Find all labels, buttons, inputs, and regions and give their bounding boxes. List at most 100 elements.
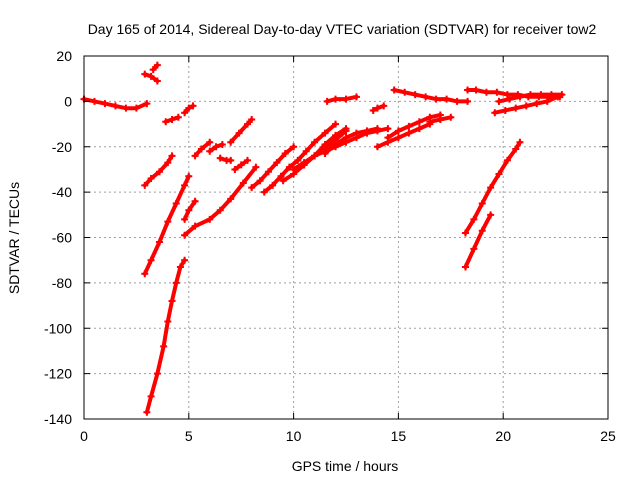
data-point [285, 163, 293, 171]
data-point [185, 206, 193, 214]
y-axis-label: SDTVAR / TECUs [6, 182, 22, 294]
data-point [482, 88, 490, 96]
data-point [164, 317, 172, 325]
data-point [311, 138, 319, 146]
data-point [390, 86, 398, 94]
data-point [373, 125, 381, 133]
data-point [516, 93, 524, 101]
data-point [185, 104, 193, 112]
data-point [227, 195, 235, 203]
data-point [373, 143, 381, 151]
data-point [516, 138, 524, 146]
x-tick-label: 10 [286, 428, 302, 444]
data-point [352, 129, 360, 137]
data-point [248, 116, 256, 124]
x-axis: 0 5 10 15 20 25 [80, 56, 616, 444]
data-point [323, 97, 331, 105]
data-point [153, 61, 161, 69]
data-point [512, 104, 520, 112]
data-point [147, 392, 155, 400]
series-arc-9 [181, 163, 260, 239]
data-point [191, 197, 199, 205]
series-arc-6 [181, 102, 197, 117]
data-point [380, 102, 388, 110]
data-point [252, 163, 260, 171]
data-point [164, 159, 172, 167]
data-point [394, 127, 402, 135]
data-point [443, 95, 451, 103]
data-point [181, 256, 189, 264]
data-point [401, 88, 409, 96]
series-arc-11 [191, 138, 214, 160]
data-point [311, 152, 319, 160]
data-point [197, 145, 205, 153]
data-point [191, 152, 199, 160]
series-arc-12 [206, 140, 226, 155]
data-point [237, 161, 245, 169]
data-point [141, 181, 149, 189]
data-point [321, 150, 329, 158]
data-point [147, 256, 155, 264]
x-axis-label: GPS time / hours [292, 458, 399, 474]
data-point [472, 86, 480, 94]
x-tick-label: 20 [495, 428, 511, 444]
data-point [155, 168, 163, 176]
data-point [436, 116, 444, 124]
data-point [300, 161, 308, 169]
data-point [332, 95, 340, 103]
chart-title: Day 165 of 2014, Sidereal Day-to-day VTE… [88, 21, 597, 37]
data-point [558, 91, 566, 99]
data-point [342, 95, 350, 103]
y-tick-label: 20 [56, 48, 72, 64]
data-point [522, 102, 530, 110]
data-point [243, 120, 251, 128]
data-point [132, 104, 140, 112]
data-point [363, 127, 371, 135]
data-point [394, 134, 402, 142]
y-tick-label: -20 [52, 139, 72, 155]
data-point [422, 93, 430, 101]
y-tick-label: -60 [52, 230, 72, 246]
data-point [143, 100, 151, 108]
data-point [495, 170, 503, 178]
y-tick-label: 0 [64, 93, 72, 109]
data-point [168, 116, 176, 124]
series-arc-32 [461, 211, 495, 271]
series-arc-3 [149, 61, 161, 74]
data-point [185, 172, 193, 180]
data-point [147, 72, 155, 80]
series-arc-30 [495, 91, 566, 105]
data-point [321, 140, 329, 148]
data-point [464, 97, 472, 105]
data-point [172, 199, 180, 207]
data-series [80, 61, 566, 416]
data-point [227, 138, 235, 146]
data-point [122, 104, 130, 112]
data-point [461, 263, 469, 271]
data-point [111, 102, 119, 110]
data-point [231, 165, 239, 173]
y-tick-label: -140 [44, 411, 72, 427]
data-point [503, 156, 511, 164]
data-point [141, 270, 149, 278]
data-point [302, 147, 310, 155]
series-arc-1 [80, 95, 151, 112]
series-arc-27 [390, 86, 472, 105]
data-point [174, 113, 182, 121]
data-point [415, 118, 423, 126]
data-point [487, 184, 495, 192]
data-point [415, 125, 423, 133]
data-point [164, 218, 172, 226]
series-arc-5 [162, 113, 182, 126]
data-point [461, 229, 469, 237]
data-point [260, 188, 268, 196]
data-point [212, 143, 220, 151]
data-point [332, 131, 340, 139]
data-point [239, 179, 247, 187]
data-point [547, 91, 555, 99]
data-point [168, 152, 176, 160]
y-tick-label: -100 [44, 320, 72, 336]
data-point [470, 245, 478, 253]
series-arc-26 [426, 113, 455, 126]
data-point [478, 199, 486, 207]
